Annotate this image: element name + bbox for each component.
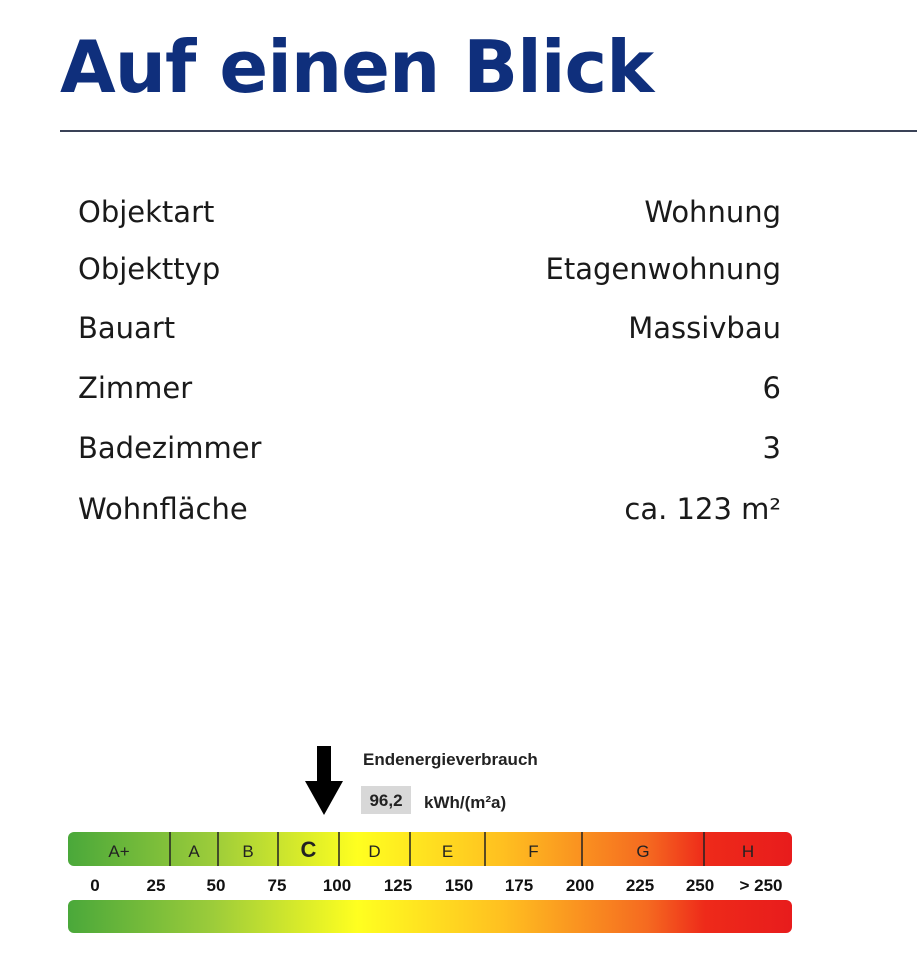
detail-label: Bauart (78, 311, 176, 345)
energy-value: 96,2 (369, 791, 402, 810)
detail-row: Badezimmer 3 (78, 428, 781, 468)
class-label: C (301, 837, 317, 862)
scale-tick-label: 100 (323, 876, 351, 895)
detail-value: 3 (762, 431, 781, 465)
detail-row: Wohnfläche ca. 123 m² (78, 489, 781, 529)
detail-row: Bauart Massivbau (78, 308, 781, 348)
detail-label: Objektart (78, 195, 215, 229)
energy-unit: kWh/(m²a) (424, 793, 506, 812)
energy-title: Endenergieverbrauch (363, 750, 538, 769)
scale-tick-label: 200 (566, 876, 594, 895)
scale-tick-label: 175 (505, 876, 533, 895)
detail-row: Objekttyp Etagenwohnung (78, 249, 781, 289)
class-label: F (528, 842, 538, 861)
class-label: A+ (108, 842, 129, 861)
detail-row: Objektart Wohnung (78, 192, 781, 232)
class-label: D (368, 842, 380, 861)
scale-tick-label: 250 (686, 876, 714, 895)
divider (60, 130, 917, 132)
detail-label: Zimmer (78, 371, 193, 405)
arrow-down-icon (305, 746, 343, 815)
class-label: A (188, 842, 200, 861)
class-label: E (442, 842, 453, 861)
detail-label: Objekttyp (78, 252, 221, 286)
detail-value: ca. 123 m² (624, 492, 781, 526)
detail-label: Badezimmer (78, 431, 262, 465)
scale-tick-label: 50 (207, 876, 226, 895)
detail-value: 6 (762, 371, 781, 405)
detail-label: Wohnfläche (78, 492, 248, 526)
scale-tick-label: 25 (147, 876, 166, 895)
gradient-bar (68, 900, 792, 933)
class-label: B (242, 842, 253, 861)
scale-tick-label: > 250 (739, 876, 782, 895)
detail-row: Zimmer 6 (78, 368, 781, 408)
scale-tick-label: 150 (445, 876, 473, 895)
scale-tick-label: 225 (626, 876, 654, 895)
scale-tick-label: 75 (268, 876, 287, 895)
detail-value: Wohnung (644, 195, 781, 229)
class-label: G (636, 842, 649, 861)
value-box (361, 786, 411, 814)
detail-value: Massivbau (628, 311, 781, 345)
scale-tick-label: 125 (384, 876, 412, 895)
class-label: H (742, 842, 754, 861)
detail-value: Etagenwohnung (545, 252, 781, 286)
scale-tick-label: 0 (90, 876, 99, 895)
page-title: Auf einen Blick (60, 25, 654, 109)
class-bar (68, 832, 792, 866)
